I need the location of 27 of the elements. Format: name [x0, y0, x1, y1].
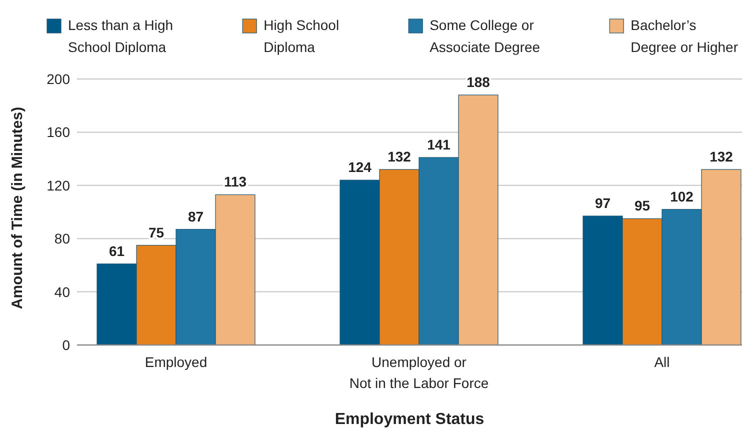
- y-tick-label: 40: [54, 284, 70, 300]
- data-label: 124: [348, 159, 372, 176]
- data-label: 97: [594, 194, 611, 211]
- y-tick-label: 0: [62, 337, 70, 353]
- y-tick-label: 200: [46, 71, 70, 87]
- data-label: 95: [634, 198, 650, 214]
- x-tick-label: Unemployed or Not in the Labor Force: [349, 354, 489, 391]
- x-axis-title: Employment Status: [334, 411, 484, 428]
- y-axis-title: Amount of Time (in Minutes): [9, 106, 26, 310]
- data-label: 188: [466, 74, 490, 90]
- data-label: 113: [224, 174, 247, 190]
- data-label: 141: [427, 136, 451, 152]
- data-label: 87: [188, 208, 204, 224]
- x-tick-label: All: [654, 354, 670, 370]
- y-tick-label: 160: [46, 124, 70, 140]
- data-label: 61: [108, 242, 125, 259]
- y-tick-label: 80: [54, 230, 70, 247]
- data-label: 132: [710, 148, 734, 164]
- legend-label: High School Diploma: [264, 17, 340, 55]
- legend-label: Some College or Associate Degree: [430, 17, 540, 55]
- data-label: 75: [148, 224, 164, 240]
- y-tick-label: 120: [46, 177, 70, 194]
- data-label: 132: [388, 148, 412, 164]
- x-tick-label: Employed: [144, 354, 208, 370]
- legend-label: Less than a High School Diploma: [68, 17, 174, 55]
- legend-label: Bachelor’s Degree or Higher: [630, 17, 738, 55]
- data-label: 102: [670, 188, 694, 204]
